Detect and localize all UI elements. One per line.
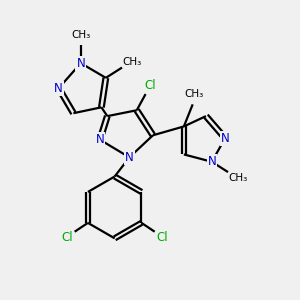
Text: Cl: Cl (61, 230, 73, 244)
Text: N: N (54, 82, 63, 95)
Text: CH₃: CH₃ (123, 57, 142, 67)
Text: N: N (96, 133, 104, 146)
Text: N: N (221, 132, 230, 145)
Text: Cl: Cl (157, 230, 169, 244)
Text: N: N (208, 155, 216, 168)
Text: N: N (125, 151, 134, 164)
Text: CH₃: CH₃ (229, 173, 248, 183)
Text: N: N (76, 57, 85, 70)
Text: Cl: Cl (144, 79, 156, 92)
Text: CH₃: CH₃ (71, 30, 90, 40)
Text: CH₃: CH₃ (184, 89, 204, 99)
